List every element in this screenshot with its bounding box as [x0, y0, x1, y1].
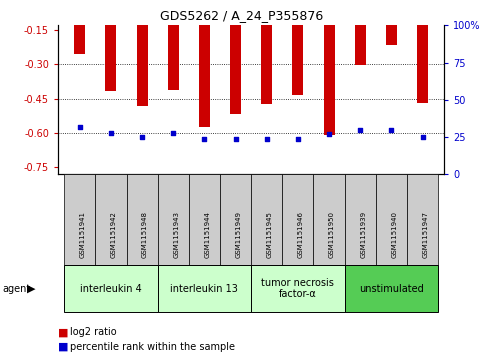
Text: ▶: ▶ [27, 284, 35, 294]
Point [294, 136, 302, 142]
Text: GSM1151941: GSM1151941 [80, 211, 86, 258]
Text: interleukin 13: interleukin 13 [170, 284, 238, 294]
Bar [105, 0, 116, 91]
Bar [324, 0, 335, 135]
Point [232, 136, 240, 142]
Point [356, 127, 364, 132]
Bar [199, 0, 210, 127]
Point [325, 131, 333, 137]
Text: ■: ■ [58, 327, 69, 337]
Text: GSM1151947: GSM1151947 [423, 211, 428, 258]
Text: GSM1151945: GSM1151945 [267, 211, 273, 258]
Bar [168, 0, 179, 90]
Text: GSM1151946: GSM1151946 [298, 211, 304, 258]
Bar [355, 0, 366, 65]
Point [107, 130, 115, 135]
Bar [292, 0, 303, 95]
Point [387, 127, 395, 132]
Point [263, 136, 270, 142]
Point [170, 130, 177, 135]
Bar [386, 0, 397, 45]
Bar [261, 0, 272, 105]
Text: unstimulated: unstimulated [359, 284, 424, 294]
Text: GSM1151944: GSM1151944 [204, 211, 211, 258]
Bar [230, 0, 241, 114]
Text: percentile rank within the sample: percentile rank within the sample [70, 342, 235, 352]
Text: interleukin 4: interleukin 4 [80, 284, 142, 294]
Bar [137, 0, 147, 106]
Point [138, 134, 146, 140]
Text: GSM1151943: GSM1151943 [173, 211, 179, 258]
Text: GSM1151942: GSM1151942 [111, 211, 117, 258]
Text: GSM1151949: GSM1151949 [236, 211, 242, 258]
Text: GSM1151940: GSM1151940 [391, 211, 398, 258]
Text: log2 ratio: log2 ratio [70, 327, 117, 337]
Text: GSM1151950: GSM1151950 [329, 211, 335, 258]
Point [76, 124, 84, 130]
Text: tumor necrosis
factor-α: tumor necrosis factor-α [261, 278, 334, 299]
Text: agent: agent [2, 284, 30, 294]
Point [419, 134, 426, 140]
Bar [74, 0, 85, 54]
Text: ■: ■ [58, 342, 69, 352]
Text: GDS5262 / A_24_P355876: GDS5262 / A_24_P355876 [160, 9, 323, 22]
Bar [417, 0, 428, 103]
Text: GSM1151948: GSM1151948 [142, 211, 148, 258]
Point [200, 136, 208, 142]
Text: GSM1151939: GSM1151939 [360, 211, 366, 258]
